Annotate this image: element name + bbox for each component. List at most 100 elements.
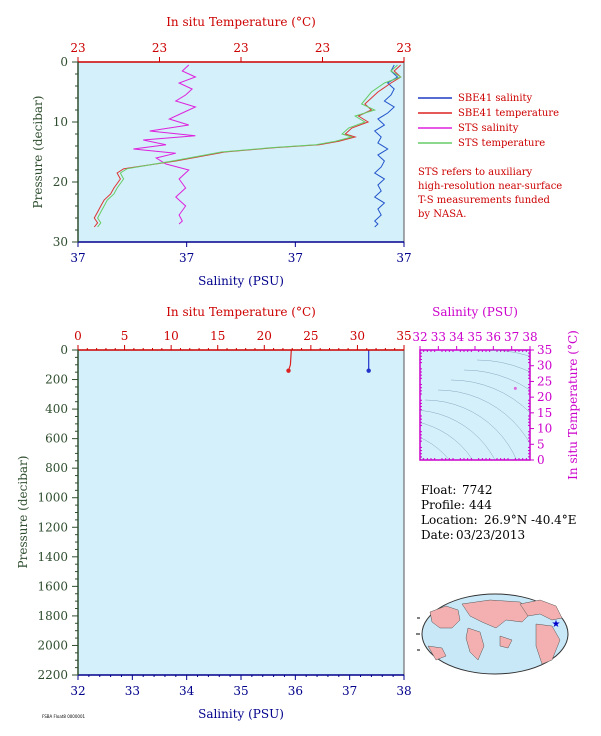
ts-plot-area — [419, 349, 531, 461]
lower-bottom-axis-title: Salinity (PSU) — [198, 707, 284, 721]
legend-label-sts-salinity: STS salinity — [458, 123, 519, 134]
upper-bottom-tick-label: 37 — [70, 251, 85, 265]
ts-density-contour — [463, 369, 530, 391]
lower-top-tick-label: 5 — [121, 329, 129, 343]
upper-series-group — [93, 64, 402, 228]
lower-plot-area — [77, 349, 405, 676]
date-value: 03/23/2013 — [456, 528, 525, 542]
lower-series-group — [286, 349, 371, 373]
lower-left-tick-label: 200 — [45, 373, 68, 387]
lower-chart: 0 5 10 15 20 25 30 35 32 33 34 35 36 37 38 0 200 400 600 80… — [16, 305, 412, 721]
location-label: Location: — [421, 513, 478, 527]
ts-top-tick-label: 34 — [449, 330, 465, 344]
ts-top-axis-title: Salinity (PSU) — [432, 305, 518, 319]
upper-top-tick-label: 23 — [315, 41, 330, 55]
note-line-3: T-S measurements funded — [418, 195, 550, 206]
upper-legend: SBE41 salinity SBE41 temperature STS sal… — [418, 93, 562, 220]
ts-top-tick-label: 37 — [504, 330, 519, 344]
lower-left-tick-label: 1800 — [37, 609, 68, 623]
float-label: Float: — [421, 483, 456, 497]
footer-code: FSBA Float8 0000001 — [42, 714, 85, 719]
lower-left-tick-label: 400 — [45, 402, 68, 416]
lower-top-tick-label: 0 — [74, 329, 82, 343]
upper-left-tick-label: 30 — [53, 235, 68, 249]
ts-density-contour — [489, 350, 530, 357]
map-land — [427, 599, 563, 665]
ts-right-tick-label: 15 — [537, 406, 552, 420]
upper-series-line-1 — [133, 64, 197, 225]
lower-left-tick-label: 1600 — [37, 579, 68, 593]
lower-top-tick-label: 20 — [257, 329, 272, 343]
ts-right-tick-label: 35 — [537, 343, 552, 357]
upper-bottom-tick-label: 37 — [396, 251, 411, 265]
ts-point — [513, 386, 517, 390]
ts-density-contour — [450, 379, 530, 413]
lower-ticks: 0 5 10 15 20 25 30 35 32 33 34 35 36 37 38 0 200 400 600 80… — [37, 329, 411, 698]
lower-bottom-tick-label: 33 — [125, 684, 140, 698]
lower-top-tick-label: 10 — [164, 329, 179, 343]
lower-left-tick-label: 0 — [60, 343, 68, 357]
lower-left-tick-label: 1200 — [37, 520, 68, 534]
note-line-1: STS refers to auxiliary — [418, 167, 533, 178]
legend-label-sbe41-salinity: SBE41 salinity — [458, 93, 533, 104]
ts-density-contours — [420, 350, 530, 460]
lower-top-tick-label: 25 — [303, 329, 318, 343]
map-ticks — [416, 617, 420, 651]
lower-top-axis-title: In situ Temperature (°C) — [166, 305, 316, 319]
ts-density-contour — [420, 422, 473, 460]
note-line-2: high-resolution near-surface — [418, 181, 562, 192]
ts-right-tick-label: 10 — [537, 422, 552, 436]
upper-top-tick-label: 23 — [152, 41, 167, 55]
ts-right-tick-label: 20 — [537, 390, 552, 404]
ts-density-contour — [420, 410, 496, 460]
lower-top-tick-label: 15 — [210, 329, 225, 343]
upper-top-axis-title: In situ Temperature (°C) — [166, 15, 316, 29]
location-value: 26.9°N -40.4°E — [484, 513, 577, 527]
upper-bottom-tick-label: 37 — [179, 251, 194, 265]
lower-left-tick-label: 1000 — [37, 491, 68, 505]
ts-right-tick-label: 25 — [537, 374, 552, 388]
upper-left-tick-label: 20 — [53, 175, 68, 189]
upper-ticks: 23 23 23 23 23 37 37 37 37 0 10 20 30 — [53, 41, 412, 265]
upper-series-line-0 — [373, 64, 399, 228]
float-location-marker: ★ — [552, 619, 561, 630]
ts-top-tick-label: 33 — [431, 330, 446, 344]
lower-top-tick-label: 30 — [350, 329, 365, 343]
ts-top-tick-label: 35 — [467, 330, 482, 344]
ts-density-contour — [476, 359, 530, 373]
upper-bottom-axis-title: Salinity (PSU) — [198, 274, 284, 288]
lower-left-tick-label: 800 — [45, 461, 68, 475]
lower-series-end-marker — [366, 368, 371, 373]
ts-top-tick-label: 32 — [412, 330, 427, 344]
upper-left-tick-label: 0 — [60, 55, 68, 69]
profile-value: 444 — [469, 498, 492, 512]
lower-bottom-tick-label: 37 — [342, 684, 357, 698]
ts-density-contour — [437, 389, 530, 445]
upper-top-tick-label: 23 — [396, 41, 411, 55]
lower-left-tick-label: 1400 — [37, 550, 68, 564]
legend-label-sbe41-temperature: SBE41 temperature — [458, 108, 559, 119]
ts-right-tick-label: 0 — [537, 453, 545, 467]
float-info: Float: 7742 Profile: 444 Location: 26.9°… — [421, 483, 577, 542]
lower-bottom-tick-label: 32 — [70, 684, 85, 698]
upper-top-tick-label: 23 — [233, 41, 248, 55]
ts-right-tick-label: 5 — [537, 437, 545, 451]
lower-bottom-tick-label: 35 — [233, 684, 248, 698]
float-value: 7742 — [462, 483, 493, 497]
upper-left-tick-label: 10 — [53, 115, 68, 129]
upper-left-axis-title: Pressure (decibar) — [31, 96, 45, 209]
date-label: Date: — [421, 528, 454, 542]
upper-bottom-tick-label: 37 — [288, 251, 303, 265]
lower-top-tick-label: 35 — [396, 329, 411, 343]
upper-series-line-3 — [97, 64, 402, 228]
ts-density-contour — [424, 399, 517, 460]
ts-right-tick-label: 30 — [537, 359, 552, 373]
lower-left-tick-label: 600 — [45, 432, 68, 446]
profile-label: Profile: — [421, 498, 465, 512]
ts-right-axis-title: In situ Temperature (°C) — [566, 330, 580, 480]
note-line-4: by NASA. — [418, 209, 466, 220]
lower-bottom-tick-label: 34 — [179, 684, 195, 698]
lower-left-tick-label: 2200 — [37, 668, 68, 682]
